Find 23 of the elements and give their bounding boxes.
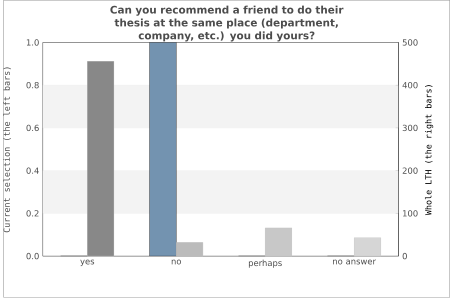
y-tick-label: 0.8 (26, 82, 39, 89)
y2-axis-title: Whole LTH (the right bars) (424, 85, 434, 216)
y2-tick-label: 500 (402, 39, 418, 46)
y-tick-label: 0.2 (26, 210, 38, 217)
bar (264, 228, 292, 256)
y2-tick-label: 0 (402, 253, 407, 260)
y-axis-title: Current selection (the left bars) (3, 68, 11, 233)
y2-tick-label: 100 (403, 210, 418, 217)
bar (87, 61, 114, 256)
y2-tick-label: 400 (402, 82, 418, 89)
y-tick-label: 0.6 (26, 124, 39, 132)
x-tick-label: yes (80, 260, 94, 266)
x-tick-label: perhaps (248, 260, 282, 268)
y-tick-label: 0.0 (26, 253, 39, 260)
y-tick-label: 0.4 (26, 168, 39, 174)
bar (354, 238, 382, 256)
x-tick-label: no answer (333, 260, 376, 265)
chart-title: Can you recommend a friend to do their thesis at the same place (department, company, etc.) you did yours? (110, 6, 344, 42)
y-tick-label: 1.0 (26, 39, 39, 46)
bar (176, 242, 204, 256)
x-tick-label: no (172, 260, 182, 265)
y2-tick-label: 200 (402, 168, 418, 174)
y2-tick-label: 300 (402, 124, 418, 132)
